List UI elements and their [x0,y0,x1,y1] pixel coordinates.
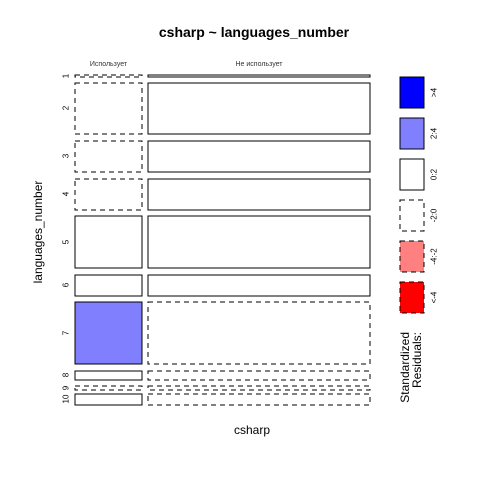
mosaic-tile [74,178,143,211]
mosaic-tiles [74,74,371,406]
mosaic-tile [147,215,371,269]
legend-swatch [399,158,425,191]
row-label: 1 [62,73,71,78]
mosaic-tile [147,178,371,211]
row-label: 8 [62,372,71,377]
row-label: 4 [62,191,71,196]
legend-label: -2:0 [430,208,439,222]
mosaic-tile [147,385,371,391]
legend-label: >4 [430,87,439,97]
x-axis-label: csharp [234,423,270,437]
mosaic-tile [74,82,143,135]
residual-legend: >4 2:4 0:2 -2:0 -4:-2 <-4 StandardizedResidual… [398,76,439,403]
mosaic-tile [74,301,143,365]
row-labels: 1 2 3 4 5 6 7 8 9 10 [62,73,71,403]
legend-label: 0:2 [430,168,439,180]
column-label: Не использует [236,61,284,68]
row-label: 7 [62,330,71,335]
row-label: 5 [62,239,71,244]
row-label: 3 [62,153,71,158]
mosaic-tile [147,393,371,406]
mosaic-tile [74,74,143,78]
mosaic-tile [147,82,371,135]
column-label: Использует [90,61,128,68]
chart-title: csharp ~ languages_number [159,24,350,40]
legend-swatch [399,240,425,273]
legend-label: -4:-2 [430,248,439,265]
mosaic-tile [147,74,371,78]
legend-swatch [399,76,425,109]
mosaic-tile [74,393,143,406]
row-label: 10 [62,394,71,403]
legend-label: 2:4 [430,127,439,139]
mosaic-tile [74,215,143,269]
mosaic-tile [74,274,143,297]
legend-swatch [399,117,425,150]
legend-title-line: Standardized [398,332,412,403]
mosaic-tile [147,301,371,365]
y-axis-label: languages_number [31,181,45,284]
legend-swatch [399,199,425,232]
legend-swatch [399,281,425,314]
row-label: 6 [62,282,71,287]
row-label: 9 [62,385,71,390]
column-labels: Использует Не использует [90,61,283,68]
legend-title-line: Residuals: [410,332,424,388]
mosaic-tile [74,370,143,381]
mosaic-tile [74,140,143,173]
mosaic-tile [74,385,143,391]
legend-label: <-4 [430,291,439,303]
mosaic-tile [147,370,371,381]
mosaic-tile [147,140,371,173]
row-label: 2 [62,105,71,110]
mosaic-tile [147,274,371,297]
